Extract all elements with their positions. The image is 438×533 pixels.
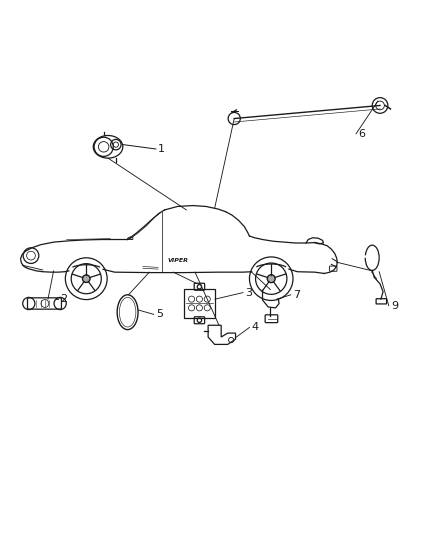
Text: VIPER: VIPER (167, 258, 188, 263)
Text: 9: 9 (391, 301, 398, 311)
Text: 1: 1 (158, 144, 165, 154)
Text: 2: 2 (60, 294, 67, 304)
Circle shape (267, 275, 275, 282)
Text: 6: 6 (358, 129, 365, 139)
Text: 4: 4 (252, 322, 259, 333)
Text: 3: 3 (245, 288, 252, 297)
Text: 7: 7 (293, 290, 300, 300)
Text: 5: 5 (156, 309, 163, 319)
Circle shape (82, 275, 90, 282)
